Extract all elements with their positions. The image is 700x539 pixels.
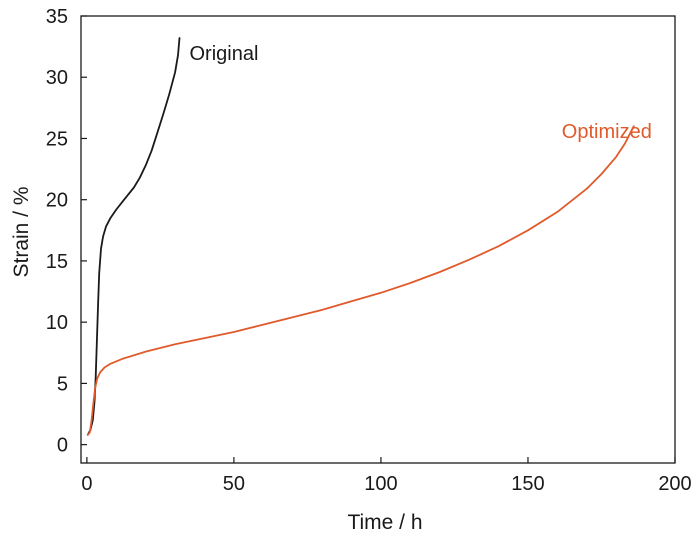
- axis-ticks: 0 50 100 150 200 0 5 10 15 20 25 30 35: [46, 6, 692, 495]
- x-tick-label: 100: [364, 473, 397, 495]
- series-label-optimized: Optimized: [562, 121, 652, 143]
- x-tick-label: 200: [658, 473, 691, 495]
- y-tick-label: 30: [46, 67, 68, 89]
- x-tick-label: 150: [511, 473, 544, 495]
- series-label-original: Original: [190, 43, 259, 65]
- y-tick-label: 35: [46, 6, 68, 28]
- y-tick-label: 5: [57, 373, 68, 395]
- y-tick-label: 15: [46, 251, 68, 273]
- series-line-optimized: [86, 125, 635, 436]
- x-axis-title: Time / h: [347, 511, 422, 534]
- y-tick-label: 0: [57, 435, 68, 457]
- y-tick-label: 20: [46, 190, 68, 212]
- y-tick-label: 10: [46, 312, 68, 334]
- y-axis-title: Strain / %: [10, 186, 33, 277]
- x-tick-label: 50: [223, 473, 245, 495]
- series-line-original: [86, 37, 181, 436]
- plot-frame: [80, 15, 676, 464]
- y-tick-label: 25: [46, 128, 68, 150]
- series-lines: Original Optimized: [86, 37, 652, 436]
- x-tick-label: 0: [81, 473, 92, 495]
